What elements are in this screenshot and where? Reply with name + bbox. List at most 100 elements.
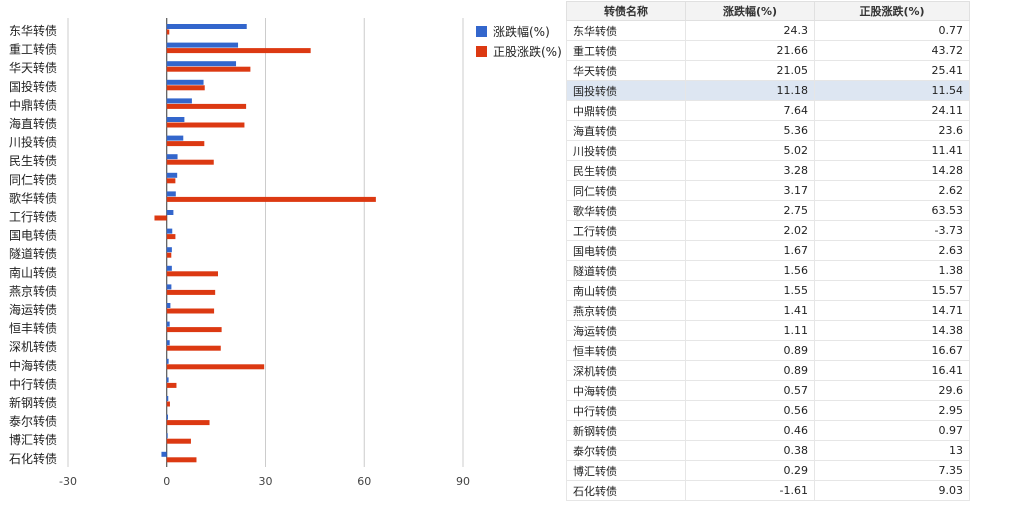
cell-stock-change: 13 <box>814 440 970 461</box>
table-row[interactable]: 国投转债 11.18 11.54 <box>566 80 970 101</box>
cell-stock-change: 9.03 <box>814 480 970 501</box>
cell-change: 7.64 <box>685 100 815 121</box>
category-label: 新钢转债 <box>9 395 57 410</box>
table-row[interactable]: 川投转债 5.02 11.41 <box>566 140 970 161</box>
category-label: 泰尔转债 <box>9 414 57 429</box>
bar-change <box>166 24 247 29</box>
bar-stock-change <box>166 48 311 54</box>
cell-change: 5.02 <box>685 140 815 161</box>
cell-change: 21.66 <box>685 40 815 61</box>
cell-change: -1.61 <box>685 480 815 501</box>
bar-change <box>166 247 172 253</box>
table-row[interactable]: 中鼎转债 7.64 24.11 <box>566 100 970 121</box>
cell-change: 24.3 <box>685 20 815 41</box>
bar-stock-change <box>166 457 197 463</box>
category-label: 石化转债 <box>9 451 57 466</box>
cell-change: 0.89 <box>685 340 815 361</box>
bar-change <box>166 265 172 271</box>
cell-bond-name: 同仁转债 <box>566 180 686 201</box>
header-stock-change[interactable]: 正股涨跌(%) <box>814 1 970 21</box>
cell-change: 2.02 <box>685 220 815 241</box>
category-label: 中海转债 <box>9 358 57 373</box>
legend-item-stock[interactable]: 正股涨跌(%) <box>476 41 562 61</box>
bar-change <box>166 135 184 141</box>
category-label: 中行转债 <box>9 376 57 391</box>
bar-stock-change <box>166 308 215 314</box>
table-row[interactable]: 海直转债 5.36 23.6 <box>566 120 970 141</box>
table-row[interactable]: 歌华转债 2.75 63.53 <box>566 200 970 221</box>
cell-change: 0.89 <box>685 360 815 381</box>
cell-change: 5.36 <box>685 120 815 141</box>
bar-stock-change <box>166 345 221 351</box>
category-label: 民生转债 <box>9 153 57 168</box>
cell-bond-name: 恒丰转债 <box>566 340 686 361</box>
bar-stock-change <box>166 420 210 426</box>
table-row[interactable]: 同仁转债 3.17 2.62 <box>566 180 970 201</box>
bar-change <box>166 228 173 234</box>
cell-change: 1.56 <box>685 260 815 281</box>
table-row[interactable]: 恒丰转债 0.89 16.67 <box>566 340 970 361</box>
table-row[interactable]: 泰尔转债 0.38 13 <box>566 440 970 461</box>
cell-bond-name: 东华转债 <box>566 20 686 41</box>
category-label: 国投转债 <box>9 79 57 94</box>
cell-bond-name: 中海转债 <box>566 380 686 401</box>
header-change[interactable]: 涨跌幅(%) <box>685 1 815 21</box>
table-row[interactable]: 国电转债 1.67 2.63 <box>566 240 970 261</box>
cell-change: 1.41 <box>685 300 815 321</box>
cell-stock-change: 63.53 <box>814 200 970 221</box>
cell-change: 0.29 <box>685 460 815 481</box>
category-label: 川投转债 <box>9 135 57 150</box>
table-row[interactable]: 南山转债 1.55 15.57 <box>566 280 970 301</box>
cell-change: 21.05 <box>685 60 815 81</box>
table-row[interactable]: 海运转债 1.11 14.38 <box>566 320 970 341</box>
cell-stock-change: 15.57 <box>814 280 970 301</box>
bar-change <box>166 433 168 439</box>
cell-stock-change: 29.6 <box>814 380 970 401</box>
header-bond-name[interactable]: 转债名称 <box>566 1 686 21</box>
cell-change: 2.75 <box>685 200 815 221</box>
table-row[interactable]: 工行转债 2.02 -3.73 <box>566 220 970 241</box>
category-label: 同仁转债 <box>9 172 57 187</box>
table-row[interactable]: 深机转债 0.89 16.41 <box>566 360 970 381</box>
bar-change <box>166 210 174 215</box>
cell-stock-change: 11.41 <box>814 140 970 161</box>
table-row[interactable]: 重工转债 21.66 43.72 <box>566 40 970 61</box>
bar-change <box>166 98 192 104</box>
bar-change <box>166 396 169 401</box>
chart-legend: 涨跌幅(%) 正股涨跌(%) <box>476 21 562 61</box>
cell-stock-change: -3.73 <box>814 220 970 241</box>
bar-stock-change <box>154 215 167 221</box>
cell-change: 3.28 <box>685 160 815 181</box>
cell-stock-change: 23.6 <box>814 120 970 141</box>
table-row[interactable]: 华天转债 21.05 25.41 <box>566 60 970 81</box>
bar-change <box>166 340 170 346</box>
bar-stock-change <box>166 234 176 240</box>
table-row[interactable]: 新钢转债 0.46 0.97 <box>566 420 970 441</box>
cell-bond-name: 中行转债 <box>566 400 686 421</box>
cell-bond-name: 民生转债 <box>566 160 686 181</box>
cell-stock-change: 14.71 <box>814 300 970 321</box>
bar-change <box>166 303 171 308</box>
category-label: 华天转债 <box>9 60 57 75</box>
table-row[interactable]: 民生转债 3.28 14.28 <box>566 160 970 181</box>
cell-stock-change: 0.97 <box>814 420 970 441</box>
table-row[interactable]: 隧道转债 1.56 1.38 <box>566 260 970 281</box>
bar-change <box>166 358 169 364</box>
bar-change <box>166 61 237 67</box>
table-row[interactable]: 中行转债 0.56 2.95 <box>566 400 970 421</box>
cell-bond-name: 川投转债 <box>566 140 686 161</box>
table-body: 东华转债 24.3 0.77 重工转债 21.66 43.72 华天转债 21.05 25.41… <box>566 20 970 501</box>
data-table: 转债名称 涨跌幅(%) 正股涨跌(%) 东华转债 24.3 0.77 重工转债 21.6… <box>566 1 970 501</box>
table-row[interactable]: 石化转债 -1.61 9.03 <box>566 480 970 501</box>
legend-item-change[interactable]: 涨跌幅(%) <box>476 21 562 41</box>
bar-change <box>166 414 169 420</box>
table-row[interactable]: 燕京转债 1.41 14.71 <box>566 300 970 321</box>
bar-stock-change <box>166 438 191 444</box>
bar-change <box>166 321 170 327</box>
table-row[interactable]: 中海转债 0.57 29.6 <box>566 380 970 401</box>
table-row[interactable]: 东华转债 24.3 0.77 <box>566 20 970 41</box>
cell-change: 0.56 <box>685 400 815 421</box>
table-row[interactable]: 博汇转债 0.29 7.35 <box>566 460 970 481</box>
cell-stock-change: 2.62 <box>814 180 970 201</box>
cell-bond-name: 国电转债 <box>566 240 686 261</box>
